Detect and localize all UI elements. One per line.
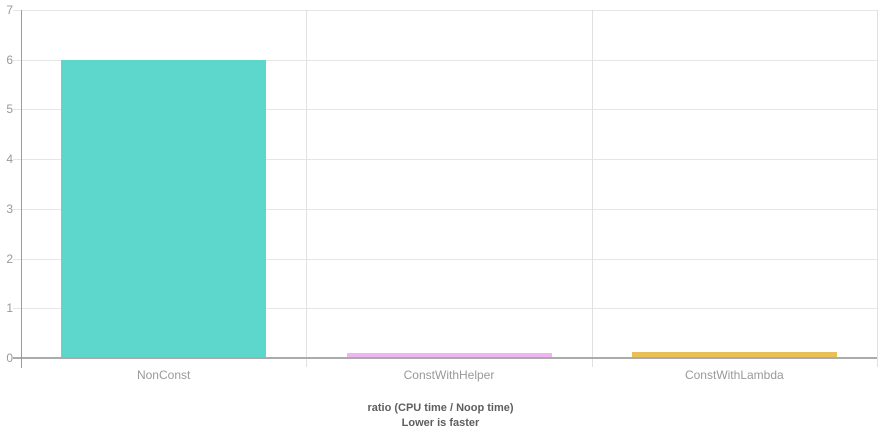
y-tick-label-0: 0 <box>6 351 13 365</box>
y-tick-label-5: 5 <box>6 102 13 117</box>
x-axis-caption: ratio (CPU time / Noop time) Lower is fa… <box>0 401 881 431</box>
gridline-y-6 <box>13 59 877 61</box>
x-tick-label-constwithlambda: ConstWithLambda <box>684 368 784 382</box>
gridline-x-boundary-2 <box>591 10 593 367</box>
y-tick-label-1: 1 <box>6 301 13 316</box>
x-tick-label-nonconst: NonConst <box>136 368 191 382</box>
gridline-y-2 <box>13 258 877 260</box>
gridline-y-5 <box>13 109 877 111</box>
x-tick-label-constwithhelper: ConstWithHelper <box>403 368 495 382</box>
gridline-y-7 <box>13 10 877 11</box>
gridline-y-4 <box>13 159 877 161</box>
gridline-y-1 <box>13 308 877 310</box>
gridline-right-edge <box>877 10 878 367</box>
caption-line-2: Lower is faster <box>401 417 480 429</box>
y-tick-label-4: 4 <box>6 152 13 167</box>
x-axis-baseline <box>13 357 877 359</box>
gridline-x-boundary-1 <box>306 10 308 367</box>
bar-nonconst <box>61 59 267 358</box>
y-tick-label-3: 3 <box>6 201 13 216</box>
y-tick-label-2: 2 <box>6 251 13 266</box>
bar-constwithlambda <box>631 351 837 358</box>
y-axis-line <box>21 10 22 368</box>
y-tick-label-7: 7 <box>6 3 13 17</box>
caption-line-1: ratio (CPU time / Noop time) <box>367 402 514 414</box>
gridline-y-3 <box>13 208 877 210</box>
bar-constwithhelper <box>346 352 552 358</box>
y-tick-label-6: 6 <box>6 52 13 67</box>
